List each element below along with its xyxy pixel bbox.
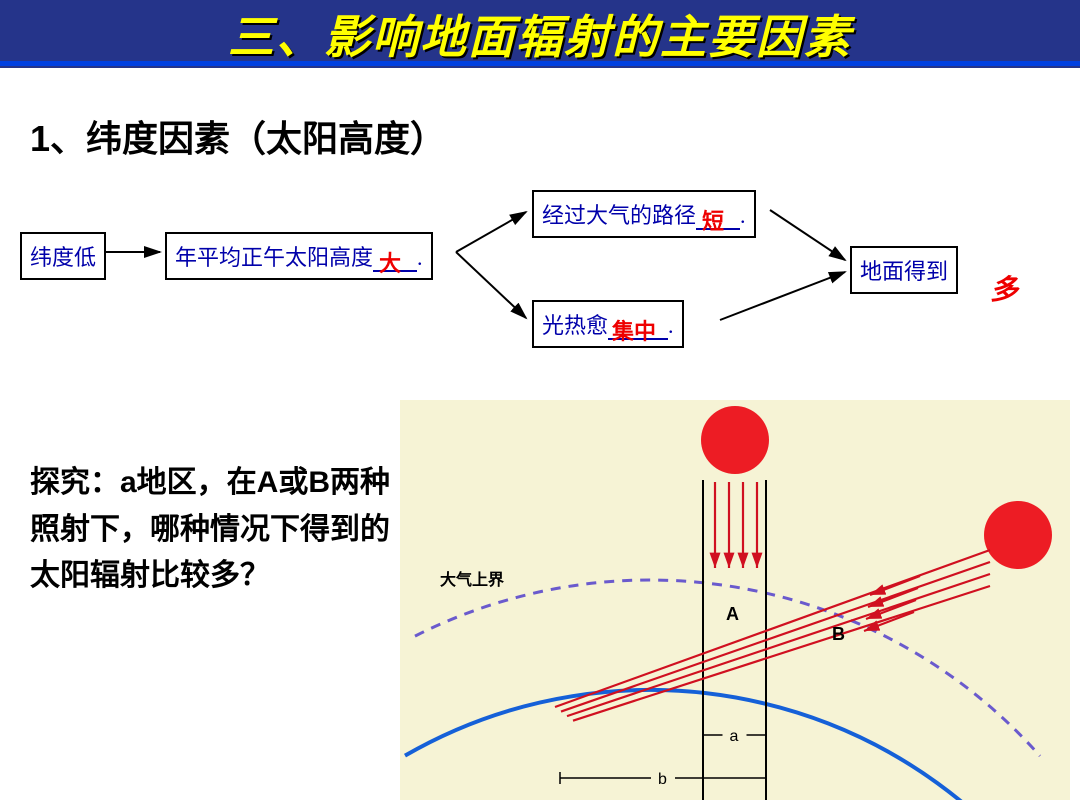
subtitle: 1、纬度因素（太阳高度） <box>30 110 446 162</box>
flow-arrows <box>20 190 1060 360</box>
svg-text:a: a <box>730 728 739 745</box>
question-text: 探究：a地区，在A或B两种照射下，哪种情况下得到的太阳辐射比较多？ <box>30 460 390 600</box>
svg-text:B: B <box>832 624 845 644</box>
flowchart: 纬度低 年平均正午太阳高度大. 经过大气的路径短. 光热愈集中. 地面得到 多 <box>20 190 1060 360</box>
svg-text:A: A <box>726 604 739 624</box>
title-text: 三、影响地面辐射的主要因素 <box>228 1 852 67</box>
diagram-svg: 大气上界 A Ba b <box>400 400 1070 800</box>
svg-text:大气上界: 大气上界 <box>440 570 504 589</box>
title-bar: 三、影响地面辐射的主要因素 <box>0 0 1080 68</box>
svg-text:b: b <box>658 771 667 788</box>
diagram: 大气上界 A Ba b <box>400 400 1070 800</box>
